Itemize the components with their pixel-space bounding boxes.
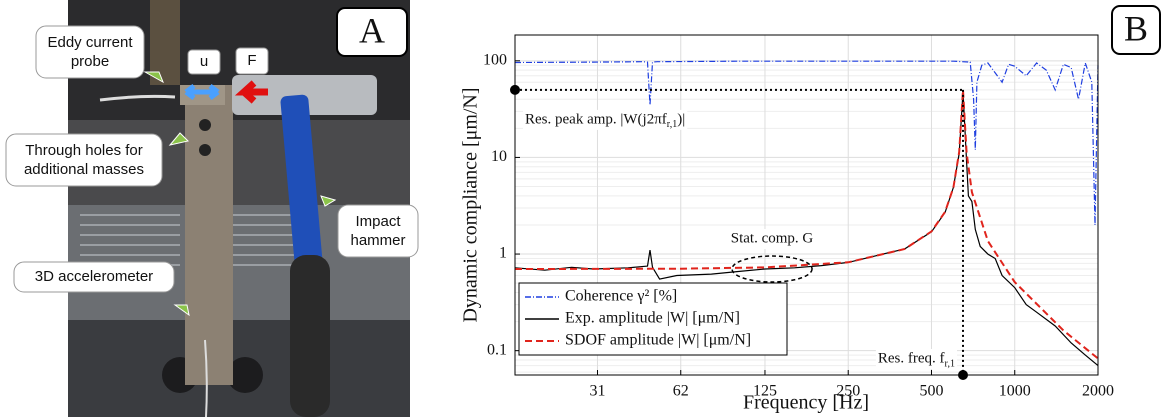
annotation-bg <box>875 349 957 369</box>
x-axis-label: Frequency [Hz] <box>743 392 869 414</box>
legend-label: Exp. amplitude |W| [μm/N] <box>565 310 740 327</box>
panel-label: A <box>359 10 385 50</box>
x-tick-label: 31 <box>589 383 605 400</box>
x-tick-label: 2000 <box>1082 383 1114 400</box>
annotation-sub: r,1 <box>945 358 955 369</box>
annotation-sub: r,1 <box>667 119 677 130</box>
label: hammer <box>350 232 405 249</box>
label: 3D accelerometer <box>35 268 153 285</box>
label: u <box>200 53 208 70</box>
label: Impact <box>355 213 401 230</box>
static-compliance-ellipse <box>731 255 813 283</box>
annotation: )| <box>677 111 685 127</box>
x-tick-label: 500 <box>919 383 943 400</box>
annotation: Res. peak amp. |W(j2πf <box>525 111 667 127</box>
series-line <box>514 60 1099 226</box>
legend-label: Coherence γ² [%] <box>565 288 677 305</box>
annotation: Stat. comp. G <box>731 230 814 246</box>
label: Through holes for <box>25 142 143 159</box>
y-tick-label: 100 <box>483 51 507 68</box>
legend-label: SDOF amplitude |W| [μm/N] <box>565 332 751 349</box>
x-tick-label: 1000 <box>999 383 1031 400</box>
y-tick-label: 0.1 <box>487 341 507 358</box>
panel-label: B <box>1124 8 1148 48</box>
x-tick-label: 250 <box>836 383 860 400</box>
label: probe <box>71 53 109 70</box>
series-line <box>514 89 1099 360</box>
label: F <box>247 52 256 69</box>
y-tick-label: 1 <box>499 245 507 262</box>
annotation-bg <box>523 109 688 130</box>
annotation-bg <box>728 229 816 250</box>
y-axis-label: Dynamic compliance [μm/N] <box>460 87 482 322</box>
panel-box <box>1111 5 1161 55</box>
plot-frame <box>514 34 1099 376</box>
legend-box <box>518 282 788 356</box>
x-tick-label: 125 <box>753 383 777 400</box>
photo-labels: Eddy current probe u F Through holes for… <box>5 7 419 293</box>
y-tick-label: 10 <box>491 148 507 165</box>
x-tick-label: 62 <box>673 383 689 400</box>
annotation: Res. freq. f <box>878 350 945 366</box>
label: additional masses <box>24 161 144 178</box>
label: Eddy current <box>47 34 133 51</box>
